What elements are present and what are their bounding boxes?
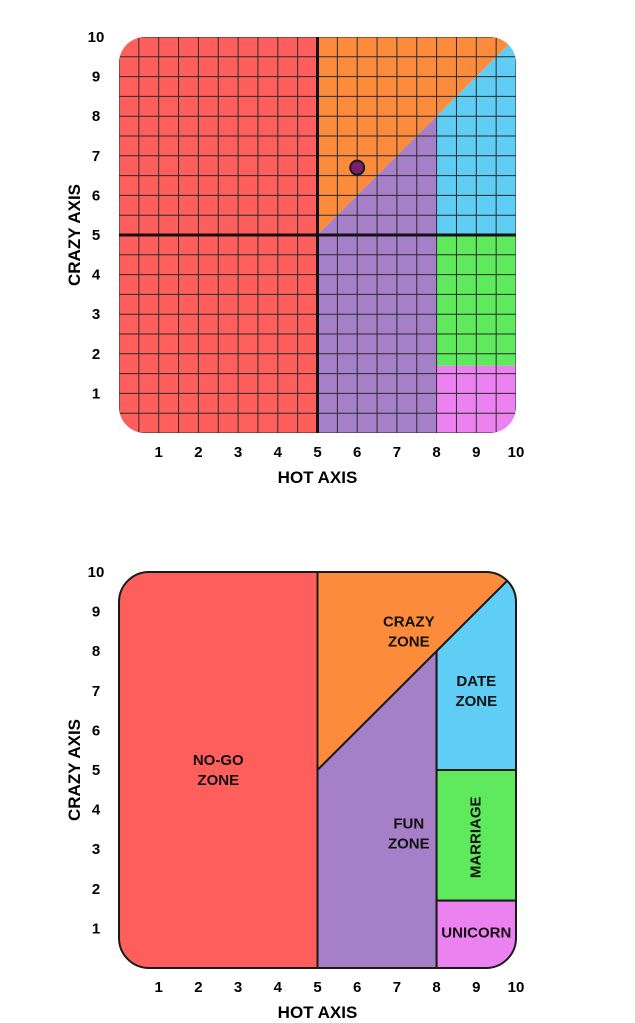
zone-label-nogo: ZONE (197, 772, 239, 789)
x-axis-title: HOT AXIS (278, 1003, 358, 1022)
x-tick-label: 4 (274, 979, 283, 996)
x-tick-label: 10 (508, 979, 525, 996)
x-tick-label: 8 (432, 979, 440, 996)
y-tick-label: 8 (92, 108, 100, 125)
x-tick-label: 1 (155, 979, 163, 996)
zone-label-date: DATE (456, 673, 496, 690)
y-tick-label: 2 (92, 881, 100, 898)
y-tick-label: 10 (88, 564, 105, 581)
y-tick-label: 7 (92, 683, 100, 700)
zone-label-marriage: MARRIAGE (467, 796, 484, 878)
y-tick-label: 8 (92, 643, 100, 660)
zone-unicorn (435, 899, 516, 968)
zone-label-unicorn: UNICORN (441, 924, 511, 941)
y-axis-title: CRAZY AXIS (65, 184, 84, 286)
y-tick-label: 1 (92, 920, 100, 937)
y-tick-label: 1 (92, 385, 100, 402)
chart-2: NO-GO ZONE CRAZY ZONE FUN ZONE DATE ZONE MARRIAG… (65, 564, 524, 1022)
zone-label-crazy: CRAZY (383, 613, 435, 630)
x-tick-label: 9 (472, 979, 480, 996)
x-tick-label: 4 (274, 444, 283, 461)
zone-label-crazy: ZONE (388, 633, 430, 650)
y-axis-title: CRAZY AXIS (65, 719, 84, 821)
y-tick-label: 7 (92, 148, 100, 165)
y-tick-label: 3 (92, 841, 100, 858)
x-tick-label: 1 (155, 444, 163, 461)
x-tick-label: 7 (393, 444, 401, 461)
x-tick-label: 2 (194, 979, 202, 996)
zone-label-fun: FUN (393, 815, 424, 832)
y-tick-label: 10 (88, 29, 105, 46)
plot-frame (118, 571, 517, 969)
data-point (349, 159, 366, 176)
x-tick-label: 2 (194, 444, 202, 461)
zone-nogo (119, 572, 319, 968)
x-tick-label: 10 (508, 444, 525, 461)
x-tick-label: 9 (472, 444, 480, 461)
x-tick-label: 5 (313, 979, 321, 996)
plot-area (119, 37, 516, 433)
y-tick-label: 2 (92, 346, 100, 363)
x-tick-label: 3 (234, 979, 242, 996)
x-axis-title: HOT AXIS (278, 468, 358, 487)
zone-label-date: ZONE (455, 693, 497, 710)
plot-area (119, 572, 516, 968)
y-tick-label: 5 (92, 762, 100, 779)
y-tick-label: 6 (92, 722, 100, 739)
y-tick-label: 9 (92, 604, 100, 621)
zone-label-fun: ZONE (388, 835, 430, 852)
x-tick-label: 6 (353, 979, 361, 996)
x-tick-label: 7 (393, 979, 401, 996)
y-tick-label: 9 (92, 69, 100, 86)
x-tick-label: 3 (234, 444, 242, 461)
x-tick-label: 8 (432, 444, 440, 461)
y-tick-label: 4 (92, 267, 101, 284)
y-tick-label: 5 (92, 227, 100, 244)
y-tick-label: 4 (92, 802, 101, 819)
x-tick-label: 6 (353, 444, 361, 461)
chart-1: 1 2 3 4 5 6 7 8 9 10 1 2 3 4 5 6 7 8 9 10 HOT AXIS CRAZY AXIS (65, 29, 524, 487)
y-tick-label: 6 (92, 187, 100, 204)
y-tick-label: 3 (92, 306, 100, 323)
zone-label-nogo: NO-GO (193, 752, 244, 769)
x-tick-label: 5 (313, 444, 321, 461)
